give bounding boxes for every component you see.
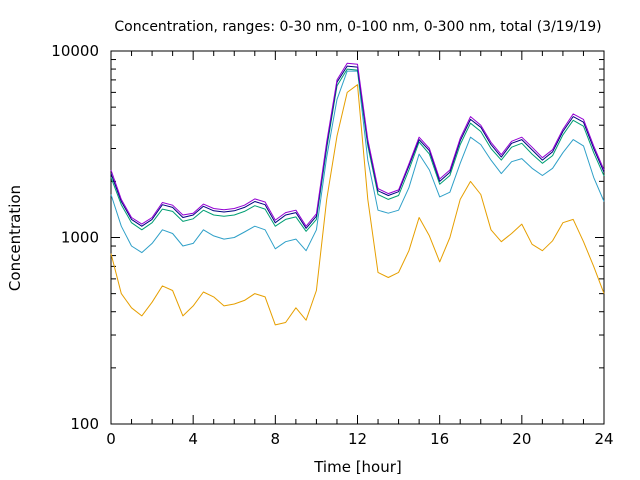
series-line-3 xyxy=(110,68,605,232)
x-tick-label: 16 xyxy=(430,430,449,448)
series-line-1 xyxy=(110,84,605,326)
series-line-5 xyxy=(110,62,605,227)
x-tick-label: 24 xyxy=(594,430,613,448)
x-axis-label: Time [hour] xyxy=(313,458,402,476)
y-tick-label: 1000 xyxy=(61,229,99,247)
y-tick-label: 100 xyxy=(70,415,99,433)
x-tick-label: 4 xyxy=(188,430,198,448)
axis-ticks xyxy=(110,50,605,425)
x-tick-label: 20 xyxy=(512,430,531,448)
series-line-2 xyxy=(110,70,605,254)
y-axis-label: Concentration xyxy=(6,185,24,291)
plot-frame xyxy=(110,50,605,425)
x-tick-label: 8 xyxy=(271,430,281,448)
x-tick-label: 12 xyxy=(348,430,367,448)
y-tick-labels: 100 1000 10000 xyxy=(51,42,99,433)
x-tick-labels: 0 4 8 12 16 20 24 xyxy=(106,430,613,448)
series-group xyxy=(110,62,605,326)
series-line-4 xyxy=(110,65,605,229)
chart-title: Concentration, ranges: 0-30 nm, 0-100 nm… xyxy=(114,19,601,35)
y-tick-label: 10000 xyxy=(51,42,99,60)
x-tick-label: 0 xyxy=(106,430,116,448)
